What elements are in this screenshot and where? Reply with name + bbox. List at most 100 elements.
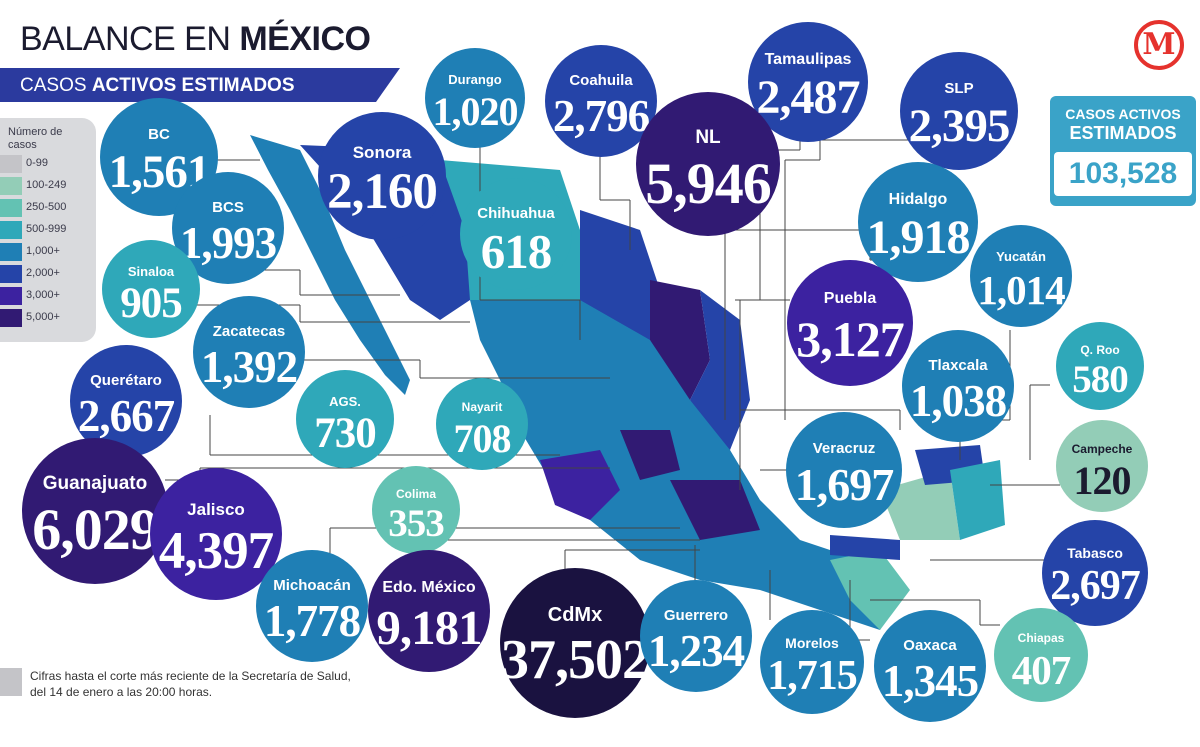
- state-name: Nayarit: [461, 400, 503, 414]
- state-bubble: Hidalgo 1,918: [858, 162, 978, 282]
- state-bubble: NL 5,946: [636, 92, 780, 236]
- legend-label: 500-999: [26, 223, 67, 235]
- map-tamaulipas: [690, 290, 750, 450]
- state-name: Tabasco: [1067, 545, 1123, 561]
- state-value: 1,392: [200, 342, 298, 392]
- total-label: CASOS ACTIVOS: [1065, 106, 1181, 122]
- state-value: 5,946: [645, 151, 772, 216]
- state-bubble: Campeche 120: [1056, 420, 1148, 512]
- state-value: 3,127: [796, 311, 905, 367]
- state-bubble: Sinaloa 905: [102, 240, 200, 338]
- state-value: 2,796: [552, 91, 650, 141]
- map-campeche: [880, 470, 960, 540]
- state-value: 1,020: [432, 89, 519, 134]
- state-name: BC: [148, 126, 170, 143]
- state-value: 618: [480, 224, 553, 279]
- legend: Número de casos 0-99 100-249 250-500 500-99…: [0, 118, 96, 342]
- state-name: Chihuahua: [477, 205, 555, 222]
- legend-label: 0-99: [26, 157, 49, 169]
- legend-item: 100-249: [0, 176, 96, 196]
- state-name: Oaxaca: [903, 637, 957, 654]
- legend-item: 5,000+: [0, 308, 96, 328]
- state-name: NL: [695, 127, 721, 148]
- state-bubble: Colima 353: [372, 466, 460, 554]
- state-bubble: Puebla 3,127: [787, 260, 913, 386]
- legend-item: 250-500: [0, 198, 96, 218]
- state-name: Guanajuato: [42, 473, 148, 494]
- state-bubble: Edo. México 9,181: [368, 550, 490, 672]
- state-bubble: Tlaxcala 1,038: [902, 330, 1014, 442]
- state-value: 1,038: [909, 376, 1007, 426]
- total-value: 103,528: [1068, 157, 1178, 190]
- state-name: BCS: [212, 199, 244, 216]
- legend-swatch: [0, 221, 22, 239]
- map-tabasco: [830, 535, 900, 560]
- legend-swatch: [0, 265, 22, 283]
- state-name: Durango: [448, 72, 502, 87]
- total-box: CASOS ACTIVOS ESTIMADOS 103,528: [1050, 96, 1196, 206]
- legend-item: 3,000+: [0, 286, 96, 306]
- legend-swatch: [0, 155, 22, 173]
- legend-swatch: [0, 309, 22, 327]
- map-central: [470, 300, 900, 630]
- state-bubble: Morelos 1,715: [760, 610, 864, 714]
- map-guanajuato: [620, 430, 680, 480]
- state-value: 120: [1073, 458, 1132, 503]
- legend-swatch: [0, 243, 22, 261]
- legend-swatch: [0, 287, 22, 305]
- state-value: 1,014: [977, 267, 1065, 313]
- state-name: Edo. México: [382, 579, 476, 596]
- state-name: Michoacán: [273, 577, 351, 594]
- state-name: Querétaro: [90, 372, 162, 389]
- milenio-logo: M: [1134, 20, 1184, 70]
- legend-label: 100-249: [26, 179, 67, 191]
- state-bubble: Guerrero 1,234: [640, 580, 752, 692]
- state-value: 407: [1011, 647, 1072, 693]
- subtitle-bar: [0, 68, 400, 102]
- legend-label: 250-500: [26, 201, 67, 213]
- state-value: 1,234: [647, 626, 745, 676]
- state-bubble: Chihuahua 618: [460, 178, 572, 290]
- legend-item: 0-99: [0, 154, 96, 174]
- state-bubble: Michoacán 1,778: [256, 550, 368, 662]
- map-coahuila: [580, 210, 660, 345]
- state-value: 2,487: [756, 71, 861, 124]
- state-value: 730: [314, 410, 377, 457]
- state-value: 1,993: [179, 218, 277, 268]
- legend-swatch: [0, 177, 22, 195]
- state-name: Tlaxcala: [928, 357, 988, 374]
- state-value: 2,395: [908, 100, 1011, 152]
- state-name: Veracruz: [812, 440, 876, 457]
- state-bubble: Veracruz 1,697: [786, 412, 902, 528]
- state-bubble: Zacatecas 1,392: [193, 296, 305, 408]
- state-name: Sonora: [352, 143, 412, 162]
- state-bubble: CdMx 37,502: [500, 568, 650, 718]
- legend-swatch: [0, 199, 22, 217]
- total-label-2: ESTIMADOS: [1069, 123, 1177, 143]
- state-bubble: Querétaro 2,667: [70, 345, 182, 457]
- state-value: 1,697: [794, 459, 895, 510]
- state-name: Q. Roo: [1080, 343, 1120, 357]
- map-qroo: [950, 460, 1005, 540]
- state-value: 4,397: [158, 522, 274, 580]
- state-bubble: Coahuila 2,796: [545, 45, 657, 157]
- state-name: Campeche: [1071, 442, 1133, 456]
- footnote-marker: [0, 668, 22, 696]
- legend-title: Número de casos: [8, 126, 63, 151]
- page-title: BALANCE EN MÉXICO: [20, 20, 371, 58]
- legend-item: 1,000+: [0, 242, 96, 262]
- total-value-box: 103,528: [1054, 152, 1192, 196]
- state-value: 708: [453, 416, 512, 461]
- state-name: Colima: [395, 487, 436, 501]
- state-name: Zacatecas: [212, 323, 286, 340]
- legend-label: 5,000+: [26, 311, 60, 323]
- state-bubble: Chiapas 407: [994, 608, 1088, 702]
- state-value: 353: [388, 502, 445, 545]
- legend-label: 3,000+: [26, 289, 60, 301]
- legend-label: 2,000+: [26, 267, 60, 279]
- state-name: Guerrero: [663, 607, 729, 624]
- state-value: 1,715: [767, 653, 858, 699]
- state-value: 905: [120, 280, 183, 327]
